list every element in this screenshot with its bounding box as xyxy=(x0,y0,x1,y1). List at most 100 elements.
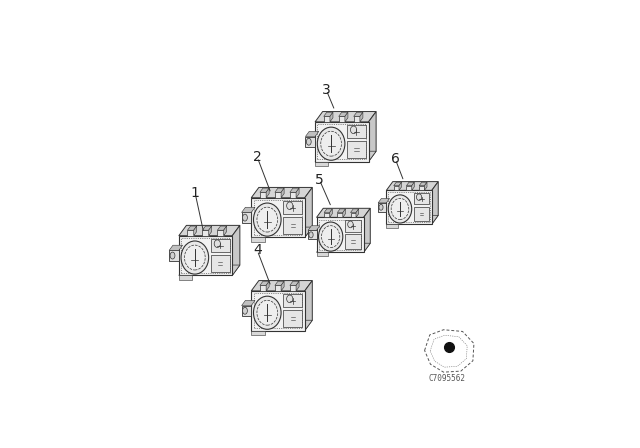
Ellipse shape xyxy=(287,295,293,303)
Ellipse shape xyxy=(351,126,356,134)
Polygon shape xyxy=(281,281,284,291)
Polygon shape xyxy=(252,198,305,237)
Polygon shape xyxy=(419,186,424,190)
Polygon shape xyxy=(260,192,266,198)
Polygon shape xyxy=(324,112,333,116)
Polygon shape xyxy=(339,116,345,122)
Polygon shape xyxy=(337,209,346,212)
Polygon shape xyxy=(399,182,401,190)
Ellipse shape xyxy=(243,307,248,314)
Polygon shape xyxy=(252,331,264,335)
Polygon shape xyxy=(406,186,412,190)
Polygon shape xyxy=(308,226,320,230)
Ellipse shape xyxy=(181,241,209,274)
Polygon shape xyxy=(179,236,232,276)
Polygon shape xyxy=(252,187,312,198)
Ellipse shape xyxy=(184,245,205,270)
Text: C7095562: C7095562 xyxy=(429,374,465,383)
Polygon shape xyxy=(305,131,319,137)
Polygon shape xyxy=(378,198,390,203)
Text: 3: 3 xyxy=(322,83,331,97)
Ellipse shape xyxy=(321,131,342,156)
Polygon shape xyxy=(290,188,299,192)
Polygon shape xyxy=(360,112,363,122)
Polygon shape xyxy=(241,301,255,306)
Polygon shape xyxy=(260,285,266,291)
Polygon shape xyxy=(343,209,346,217)
Polygon shape xyxy=(317,252,328,256)
Polygon shape xyxy=(284,294,302,307)
Polygon shape xyxy=(432,181,438,224)
Polygon shape xyxy=(252,320,312,331)
Text: 2: 2 xyxy=(253,150,262,164)
Polygon shape xyxy=(252,280,312,291)
Text: 1: 1 xyxy=(191,186,200,200)
Polygon shape xyxy=(218,230,223,236)
Polygon shape xyxy=(232,225,240,276)
Polygon shape xyxy=(413,194,429,204)
Polygon shape xyxy=(424,182,427,190)
Polygon shape xyxy=(387,190,432,224)
Ellipse shape xyxy=(379,204,383,210)
Polygon shape xyxy=(194,226,196,236)
Ellipse shape xyxy=(257,300,278,325)
Ellipse shape xyxy=(253,203,281,236)
Polygon shape xyxy=(419,182,427,186)
Polygon shape xyxy=(218,226,227,230)
Polygon shape xyxy=(347,125,366,138)
Text: 5: 5 xyxy=(315,172,324,187)
Polygon shape xyxy=(179,225,240,236)
Polygon shape xyxy=(369,112,376,162)
Polygon shape xyxy=(241,212,252,223)
Ellipse shape xyxy=(307,138,311,145)
Polygon shape xyxy=(275,192,281,198)
Polygon shape xyxy=(223,226,227,236)
Polygon shape xyxy=(290,192,296,198)
Polygon shape xyxy=(412,182,414,190)
Ellipse shape xyxy=(417,194,422,200)
Polygon shape xyxy=(284,217,302,234)
Polygon shape xyxy=(260,188,269,192)
Ellipse shape xyxy=(317,127,345,160)
Polygon shape xyxy=(252,291,305,331)
Polygon shape xyxy=(211,239,230,252)
Polygon shape xyxy=(378,203,387,211)
Polygon shape xyxy=(284,201,302,214)
Polygon shape xyxy=(308,230,317,239)
Polygon shape xyxy=(169,245,182,250)
Polygon shape xyxy=(364,208,371,252)
Polygon shape xyxy=(351,209,358,212)
Polygon shape xyxy=(305,187,312,237)
Polygon shape xyxy=(290,281,299,285)
Polygon shape xyxy=(315,151,376,162)
Polygon shape xyxy=(337,212,343,217)
Polygon shape xyxy=(296,281,299,291)
Polygon shape xyxy=(345,234,361,249)
Text: 4: 4 xyxy=(253,243,262,258)
Polygon shape xyxy=(351,212,356,217)
Polygon shape xyxy=(387,224,397,228)
Ellipse shape xyxy=(388,195,412,223)
Polygon shape xyxy=(290,285,296,291)
Polygon shape xyxy=(179,265,240,276)
Polygon shape xyxy=(275,188,284,192)
Ellipse shape xyxy=(319,222,343,251)
Polygon shape xyxy=(317,208,371,217)
Ellipse shape xyxy=(309,232,313,238)
Polygon shape xyxy=(305,280,312,331)
Polygon shape xyxy=(169,250,179,261)
Polygon shape xyxy=(209,226,212,236)
Ellipse shape xyxy=(391,198,409,220)
Ellipse shape xyxy=(170,252,175,259)
Polygon shape xyxy=(202,230,209,236)
Polygon shape xyxy=(356,209,358,217)
Polygon shape xyxy=(266,188,269,198)
Polygon shape xyxy=(347,141,366,158)
Polygon shape xyxy=(324,209,332,212)
Ellipse shape xyxy=(321,226,340,248)
Polygon shape xyxy=(354,116,360,122)
Polygon shape xyxy=(252,227,312,237)
Polygon shape xyxy=(354,112,363,116)
Polygon shape xyxy=(296,188,299,198)
Polygon shape xyxy=(317,217,364,252)
